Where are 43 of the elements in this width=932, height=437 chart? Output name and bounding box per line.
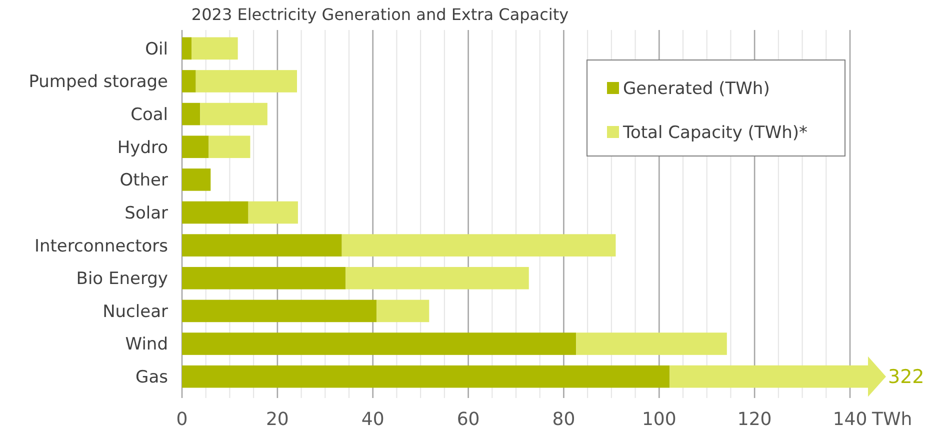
y-tick-label: Nuclear: [102, 302, 168, 322]
bar: [376, 300, 430, 322]
y-tick-label: Other: [120, 170, 168, 191]
y-tick-label: Oil: [145, 39, 168, 60]
x-tick-label: 40: [361, 409, 384, 430]
bar: [182, 70, 196, 92]
bar: [182, 168, 211, 191]
legend-label: Generated (TWh): [623, 78, 770, 99]
y-tick-label: Interconnectors: [34, 236, 168, 256]
bar: [182, 234, 342, 256]
x-tick-label: 120: [737, 409, 772, 430]
bar: [182, 136, 209, 158]
bar: [182, 332, 576, 355]
text: 322: [888, 366, 924, 388]
x-axis-title: TWh: [871, 409, 912, 430]
bar: [182, 37, 192, 60]
bar: [576, 332, 727, 355]
bar: [248, 201, 298, 224]
bar: [208, 136, 250, 158]
chart-title: 2023 Electricity Generation and Extra Capacity: [191, 5, 569, 24]
legend-label: Total Capacity (TWh)*: [622, 122, 808, 143]
bar: [182, 300, 377, 322]
x-tick-label: 80: [552, 409, 576, 430]
bar: [182, 266, 346, 290]
bar: [346, 266, 529, 290]
y-tick-label: Coal: [130, 104, 168, 125]
x-tick-label: 100: [642, 409, 676, 430]
bar: [200, 102, 268, 126]
bar: [182, 201, 248, 224]
y-tick-label: Hydro: [117, 138, 168, 158]
x-tick-label: 140: [832, 409, 868, 430]
y-tick-label: Bio Energy: [76, 269, 168, 290]
x-tick-label: 20: [266, 409, 289, 430]
bar: [196, 70, 297, 92]
y-tick-label: Wind: [125, 334, 168, 355]
x-tick-label: 0: [176, 409, 188, 430]
y-tick-label: Pumped storage: [28, 72, 168, 92]
bar: [192, 37, 238, 60]
bar: [342, 234, 616, 256]
y-tick-label: Gas: [136, 368, 168, 388]
y-tick-label: Solar: [124, 203, 168, 224]
bar: [182, 102, 200, 126]
x-tick-label: 60: [456, 409, 480, 430]
